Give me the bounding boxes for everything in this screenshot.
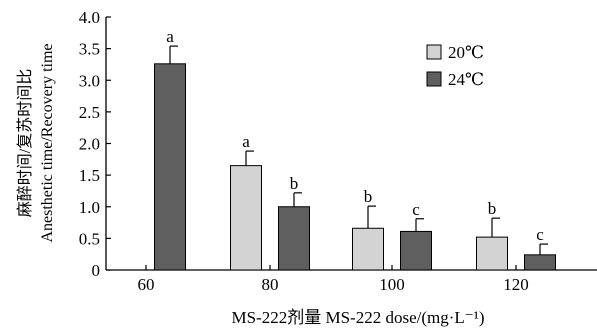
x-axis-title: MS-222剂量 MS-222 dose/(mg·L⁻¹) [231, 308, 484, 327]
x-tick-label: 60 [138, 275, 155, 294]
y-tick-label: 0 [92, 261, 101, 280]
y-tick-label: 4.0 [79, 8, 100, 27]
y-tick-label: 1.0 [79, 198, 100, 217]
y-tick-label: 0.5 [79, 229, 100, 248]
significance-label: c [536, 225, 544, 244]
bar [278, 206, 310, 271]
bar [524, 254, 556, 271]
significance-label: c [412, 200, 420, 219]
bar [476, 236, 508, 271]
x-tick-label: 100 [379, 275, 405, 294]
bar [154, 63, 186, 271]
bar [352, 227, 384, 271]
x-tick-label: 80 [262, 275, 279, 294]
legend-label-20c: 20℃ [448, 43, 484, 62]
legend-swatch-24c [426, 71, 442, 87]
bar [400, 230, 432, 271]
y-tick-label: 3.0 [79, 71, 100, 90]
y-axis-title-line1: 麻醉时间/复苏时间比 [16, 69, 34, 217]
y-tick-label: 3.5 [79, 40, 100, 59]
significance-label: a [242, 132, 250, 151]
x-tick-label: 120 [503, 275, 529, 294]
y-axis-title-line2: Anesthetic time/Recovery time [39, 43, 56, 242]
bar [230, 165, 262, 271]
significance-label: b [488, 199, 497, 218]
y-tick-label: 2.0 [79, 135, 100, 154]
significance-label: b [364, 187, 373, 206]
legend-label-24c: 24℃ [448, 70, 484, 89]
y-tick-label: 1.5 [79, 166, 100, 185]
plot-area: 0 0.5 1.0 1.5 2.0 2.5 3.0 3.5 4.0 60 80 100 120 a b b a b… [79, 8, 597, 294]
legend-swatch-20c [426, 44, 442, 60]
legend: 20℃ 24℃ [426, 43, 484, 89]
significance-label: a [166, 27, 174, 46]
y-tick-label: 2.5 [79, 103, 100, 122]
significance-label: b [290, 174, 299, 193]
